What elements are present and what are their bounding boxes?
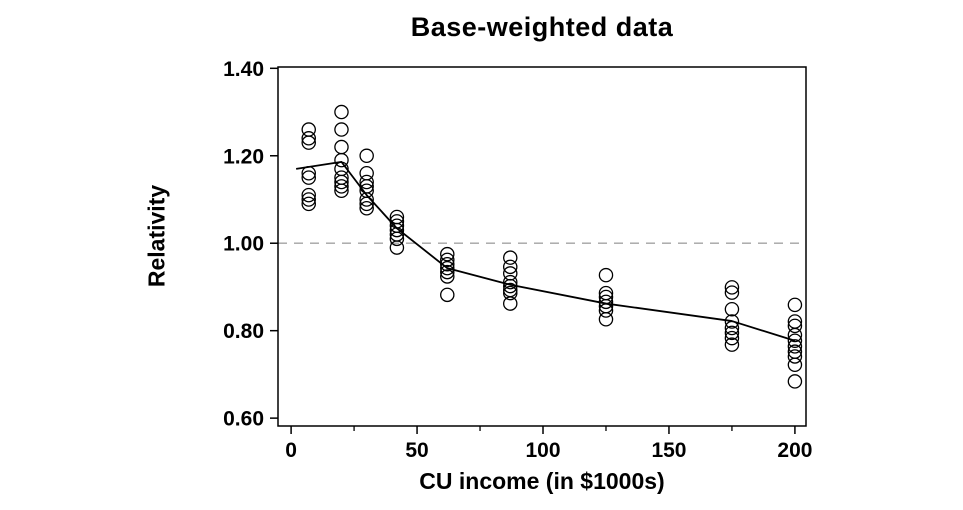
scatter-point xyxy=(503,250,518,265)
scatter-point xyxy=(334,152,349,168)
scatter-point xyxy=(359,192,374,207)
scatter-point xyxy=(334,139,349,155)
scatter-point xyxy=(334,183,349,198)
scatter-point xyxy=(440,246,455,262)
scatter-point xyxy=(359,174,374,190)
scatter-point xyxy=(334,122,349,137)
scatter-point xyxy=(598,312,614,327)
scatter-point xyxy=(301,187,316,203)
scatter-point xyxy=(787,333,803,348)
scatter-point xyxy=(301,135,316,150)
scatter-point xyxy=(724,314,740,329)
scatter-point xyxy=(301,131,316,146)
scatter-point xyxy=(787,349,803,364)
scatter-point xyxy=(440,287,455,303)
scatter-point xyxy=(334,174,349,190)
scatter-point xyxy=(440,264,455,280)
scatter-point xyxy=(301,192,316,207)
y-tick-label: 1.00 xyxy=(223,233,264,256)
scatter-point xyxy=(359,148,374,164)
scatter-point xyxy=(440,256,455,272)
scatter-point xyxy=(389,240,405,255)
plot-frame xyxy=(277,66,807,427)
scatter-point xyxy=(724,285,740,300)
scatter-point xyxy=(724,280,740,295)
y-tick-label: 0.80 xyxy=(223,320,264,343)
x-tick-label: 50 xyxy=(405,439,428,462)
y-tick-label: 0.60 xyxy=(223,408,264,431)
scatter-point xyxy=(787,297,803,313)
chart-title: Base-weighted data xyxy=(410,12,674,42)
scatter-point xyxy=(359,200,374,216)
scatter-point xyxy=(334,104,349,120)
y-tick-label: 1.40 xyxy=(223,58,264,81)
scatter-point xyxy=(440,269,455,284)
scatter-point xyxy=(503,285,518,301)
scatter-point xyxy=(787,374,803,389)
scatter-point xyxy=(724,330,740,346)
scatter-point xyxy=(787,318,803,334)
scatter-point xyxy=(359,196,374,212)
scatter-point xyxy=(440,260,455,276)
x-tick-label: 150 xyxy=(651,439,686,462)
scatter-point xyxy=(724,301,740,317)
scatter-point xyxy=(301,196,316,212)
scatter-point xyxy=(724,325,740,341)
scatter-point xyxy=(724,337,740,352)
scatter-point xyxy=(301,170,316,185)
y-tick-label: 1.20 xyxy=(223,145,264,168)
x-tick-label: 100 xyxy=(525,439,560,462)
scatter-point xyxy=(787,327,803,343)
scatter-point xyxy=(787,357,803,373)
scatter-point xyxy=(440,252,455,268)
scatter-point xyxy=(334,179,349,194)
scatter-point xyxy=(389,222,405,238)
trend-line xyxy=(296,160,796,342)
scatter-point xyxy=(503,296,518,311)
x-tick-label: 0 xyxy=(285,439,297,462)
scatter-point xyxy=(598,267,614,283)
x-axis-title: CU income (in $1000s) xyxy=(419,468,665,494)
scatter-point xyxy=(503,259,518,275)
scatter-point xyxy=(389,231,405,247)
x-tick-label: 200 xyxy=(777,439,812,462)
